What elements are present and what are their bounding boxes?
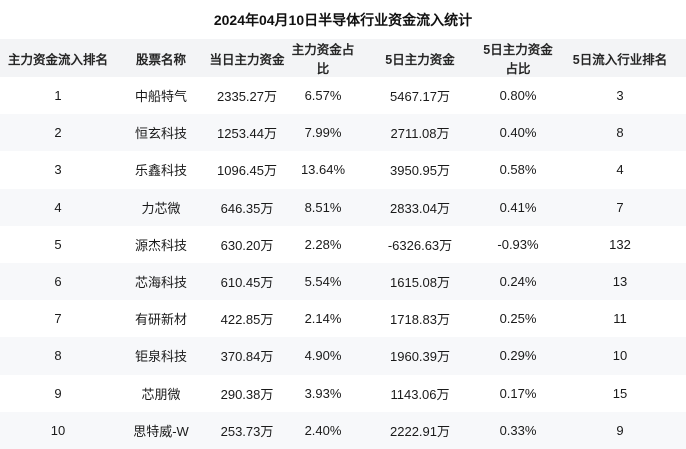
cell-5day-main-capital: 1718.83万 (390, 312, 450, 328)
cell-5day-main-capital-ratio: 0.33% (499, 422, 537, 438)
cell-today-main-capital: 370.84万 (220, 349, 274, 365)
table-header: 主力资金流入排名 股票名称 当日主力资金 主力资金占比 5日主力资金 5日主力资金占比 5日… (0, 39, 686, 77)
cell-5day-industry-rank: 10 (612, 348, 628, 364)
table-row: 9 芯朋微 290.38万 3.93% 1143.06万 0.17% 15 (0, 374, 686, 412)
column-header-main-capital-ratio: 主力资金占比 (288, 39, 358, 77)
cell-5day-industry-rank: 8 (616, 125, 624, 141)
table-row: 6 芯海科技 610.45万 5.54% 1615.08万 0.24% 13 (0, 262, 686, 301)
cell-rank: 3 (54, 162, 62, 178)
cell-today-main-capital: 610.45万 (220, 275, 274, 291)
cell-stock-name: 乐鑫科技 (134, 163, 187, 179)
cell-main-capital-ratio: 3.93% (304, 385, 342, 401)
column-header-5day-industry-rank: 5日流入行业排名 (554, 39, 686, 77)
column-header-today-main-capital: 当日主力资金 (206, 39, 288, 77)
cell-stock-name: 力芯微 (141, 200, 181, 216)
cell-today-main-capital: 2335.27万 (217, 89, 277, 105)
cell-5day-main-capital-ratio: -0.93% (497, 236, 539, 252)
page-title: 2024年04月10日半导体行业资金流入统计 (213, 11, 473, 28)
cell-today-main-capital: 1096.45万 (217, 163, 277, 179)
cell-5day-industry-rank: 9 (616, 422, 624, 438)
cell-today-main-capital: 630.20万 (220, 237, 274, 253)
cell-5day-industry-rank: 13 (612, 274, 628, 290)
cell-5day-industry-rank: 11 (613, 311, 627, 327)
cell-5day-main-capital: 1615.08万 (390, 275, 450, 291)
cell-5day-main-capital-ratio: 0.41% (499, 199, 537, 215)
cell-5day-industry-rank: 15 (612, 385, 628, 401)
cell-5day-industry-rank: 4 (616, 162, 624, 178)
column-header-stock-name: 股票名称 (116, 39, 206, 77)
cell-5day-main-capital: 1143.06万 (390, 386, 450, 402)
cell-5day-main-capital: 1960.39万 (390, 349, 450, 365)
cell-main-capital-ratio: 8.51% (304, 199, 342, 215)
cell-stock-name: 有研新材 (134, 312, 187, 328)
cell-today-main-capital: 253.73万 (220, 423, 274, 439)
cell-stock-name: 芯海科技 (134, 275, 187, 291)
table-row: 7 有研新材 422.85万 2.14% 1718.83万 0.25% 11 (0, 300, 686, 338)
cell-rank: 6 (54, 274, 62, 290)
cell-today-main-capital: 422.85万 (220, 312, 274, 328)
cell-main-capital-ratio: 7.99% (304, 125, 342, 141)
cell-rank: 10 (50, 422, 66, 438)
column-header-5day-main-capital: 5日主力资金 (358, 39, 482, 77)
cell-main-capital-ratio: 4.90% (304, 348, 342, 364)
cell-stock-name: 芯朋微 (141, 386, 181, 402)
cell-stock-name: 恒玄科技 (134, 126, 187, 142)
cell-5day-main-capital-ratio: 0.17% (499, 385, 537, 401)
cell-today-main-capital: 1253.44万 (217, 126, 277, 142)
cell-5day-main-capital-ratio: 0.24% (499, 274, 537, 290)
cell-rank: 4 (54, 199, 62, 215)
cell-rank: 1 (54, 88, 62, 104)
cell-main-capital-ratio: 2.14% (304, 311, 342, 327)
table-row: 10 思特威-W 253.73万 2.40% 2222.91万 0.33% 9 (0, 411, 686, 449)
cell-5day-main-capital-ratio: 0.29% (499, 348, 537, 364)
cell-5day-industry-rank: 3 (616, 88, 624, 104)
cell-5day-main-capital: 2711.08万 (390, 126, 450, 142)
cell-5day-main-capital: 2222.91万 (390, 423, 450, 439)
cell-stock-name: 源杰科技 (134, 237, 187, 253)
cell-5day-main-capital-ratio: 0.25% (499, 311, 537, 327)
cell-today-main-capital: 646.35万 (220, 200, 274, 216)
table-row: 2 恒玄科技 1253.44万 7.99% 2711.08万 0.40% 8 (0, 114, 686, 152)
cell-stock-name: 思特威-W (133, 423, 189, 439)
table-body: 1 中船特气 2335.27万 6.57% 5467.17万 0.80% 3 2 恒玄科技 125… (0, 77, 686, 449)
cell-rank: 9 (54, 385, 62, 401)
cell-rank: 5 (54, 236, 62, 252)
table-row: 8 钜泉科技 370.84万 4.90% 1960.39万 0.29% 10 (0, 337, 686, 375)
stats-table: 主力资金流入排名 股票名称 当日主力资金 主力资金占比 5日主力资金 5日主力资金占比 5日… (0, 39, 686, 449)
cell-5day-industry-rank: 7 (616, 199, 624, 215)
cell-stock-name: 钜泉科技 (134, 349, 187, 365)
table-row: 3 乐鑫科技 1096.45万 13.64% 3950.95万 0.58% 4 (0, 151, 686, 189)
column-header-5day-main-capital-ratio: 5日主力资金占比 (482, 39, 554, 77)
cell-main-capital-ratio: 2.40% (304, 422, 342, 438)
cell-main-capital-ratio: 2.28% (304, 236, 342, 252)
cell-stock-name: 中船特气 (134, 89, 187, 105)
table-row: 5 源杰科技 630.20万 2.28% -6326.63万 -0.93% 132 (0, 225, 686, 263)
table-header-row: 主力资金流入排名 股票名称 当日主力资金 主力资金占比 5日主力资金 5日主力资金占比 5日… (0, 39, 686, 77)
cell-5day-main-capital: 5467.17万 (390, 89, 450, 105)
cell-5day-main-capital-ratio: 0.58% (499, 162, 537, 178)
cell-rank: 8 (54, 348, 62, 364)
cell-main-capital-ratio: 13.64% (300, 162, 346, 178)
cell-5day-industry-rank: 132 (609, 236, 631, 252)
cell-today-main-capital: 290.38万 (220, 386, 274, 402)
cell-5day-main-capital-ratio: 0.80% (499, 88, 537, 104)
cell-rank: 2 (54, 125, 62, 141)
column-header-rank: 主力资金流入排名 (0, 39, 116, 77)
cell-main-capital-ratio: 6.57% (304, 88, 342, 104)
cell-5day-main-capital: 3950.95万 (390, 163, 450, 179)
cell-main-capital-ratio: 5.54% (304, 274, 342, 290)
cell-5day-main-capital: -6326.63万 (387, 237, 453, 253)
cell-5day-main-capital: 2833.04万 (390, 200, 450, 216)
table-row: 4 力芯微 646.35万 8.51% 2833.04万 0.41% 7 (0, 188, 686, 226)
cell-5day-main-capital-ratio: 0.40% (499, 125, 537, 141)
cell-rank: 7 (54, 311, 62, 327)
table-row: 1 中船特气 2335.27万 6.57% 5467.17万 0.80% 3 (0, 77, 686, 115)
